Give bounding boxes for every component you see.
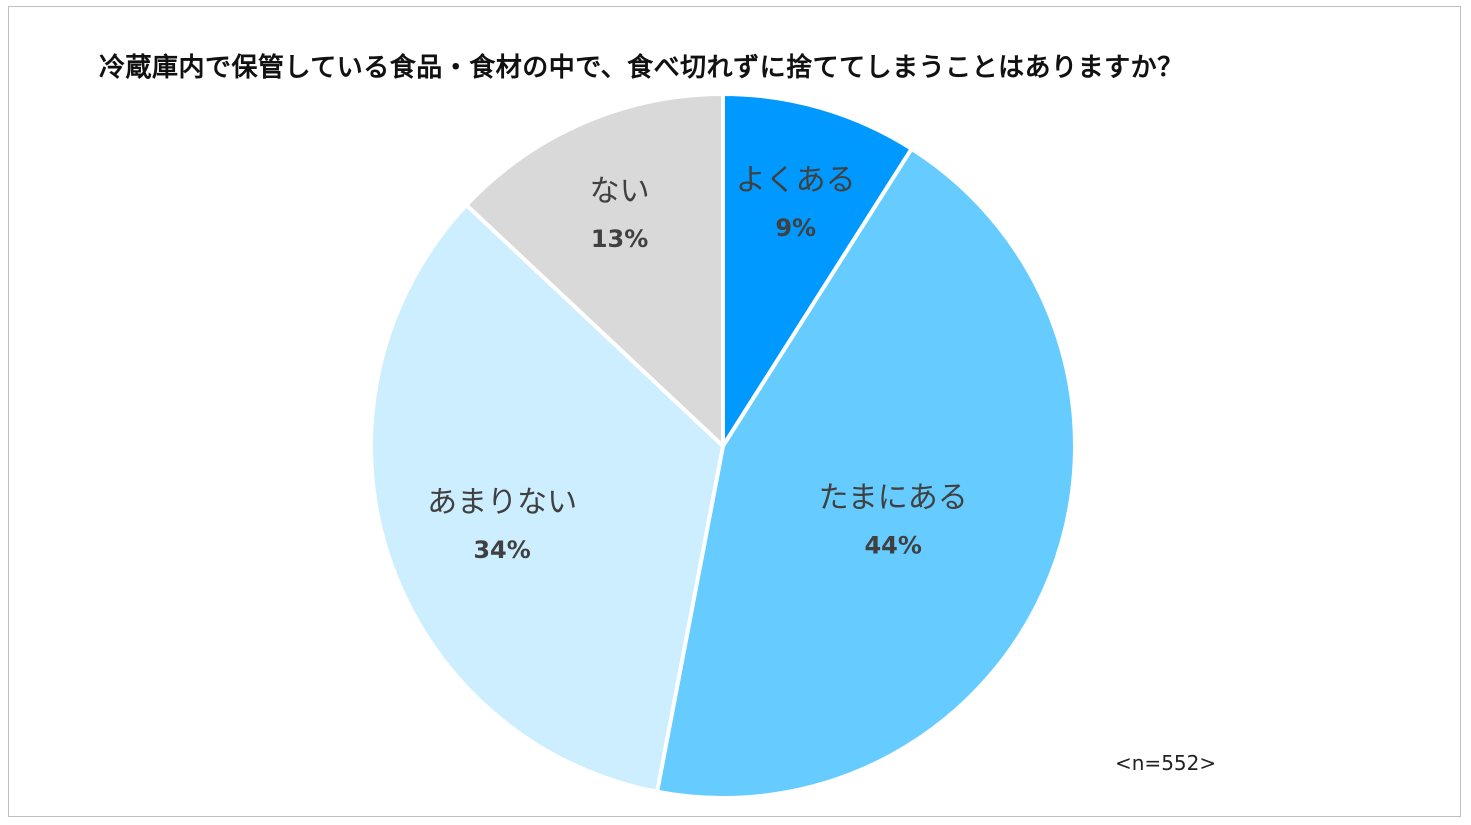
pie-slice-yoku-aru bbox=[721, 92, 914, 448]
slice-label-tamani-aru: たまにある bbox=[819, 480, 968, 515]
slice-value-yoku-aru: 9% bbox=[775, 214, 816, 242]
chart-title: 冷蔵庫内で保管している食品・食材の中で、食べ切れずに捨ててしまうことはありますか… bbox=[99, 53, 1184, 83]
pie-slices bbox=[369, 92, 1077, 800]
slice-label-yoku-aru: よくある bbox=[736, 163, 856, 198]
slice-value-tamani-aru: 44% bbox=[864, 531, 921, 559]
slice-label-amari-nai: あまりない bbox=[427, 485, 577, 520]
slice-value-nai: 13% bbox=[591, 225, 648, 253]
pie-slice-nai bbox=[464, 92, 725, 448]
sample-size-note: <n=552> bbox=[1115, 751, 1217, 775]
pie-labels: よくある 9% たまにある 44% あまりない 34% ない 13% bbox=[427, 163, 968, 564]
slice-label-nai: ない bbox=[590, 174, 650, 209]
pie-slice-amari-nai bbox=[369, 203, 725, 794]
pie-slice-tamani-aru bbox=[655, 146, 1077, 800]
slice-value-amari-nai: 34% bbox=[473, 536, 530, 564]
